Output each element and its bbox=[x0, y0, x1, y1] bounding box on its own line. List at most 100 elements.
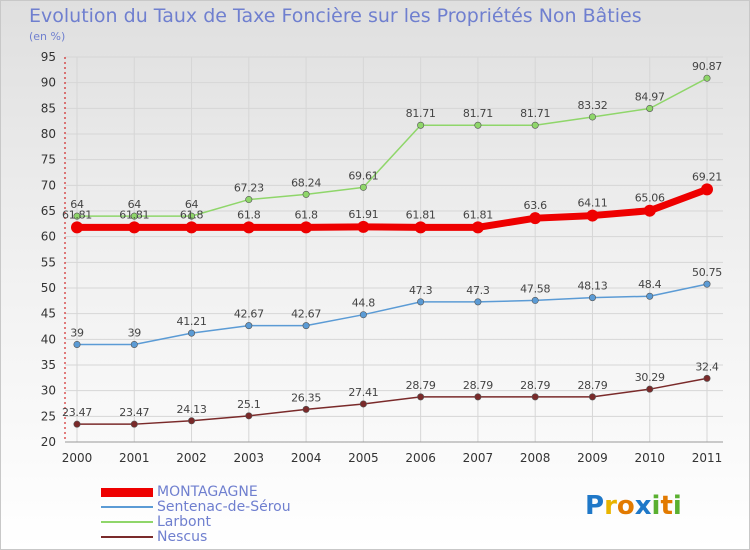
y-tick-label: 80 bbox=[41, 127, 56, 141]
data-label: 27.41 bbox=[348, 386, 378, 399]
proxiti-logo: Proxiti bbox=[585, 491, 682, 521]
legend-swatch bbox=[101, 536, 153, 538]
data-label: 28.79 bbox=[577, 379, 607, 392]
data-label: 69.21 bbox=[692, 170, 722, 183]
data-label: 26.35 bbox=[291, 391, 321, 404]
legend-swatch bbox=[101, 488, 153, 497]
data-label: 50.75 bbox=[692, 266, 722, 279]
data-point bbox=[417, 121, 425, 129]
x-tick-label: 2006 bbox=[405, 451, 436, 465]
data-label: 48.4 bbox=[638, 278, 662, 291]
x-tick-label: 2001 bbox=[119, 451, 150, 465]
data-label: 81.71 bbox=[463, 107, 493, 120]
data-label: 63.6 bbox=[524, 199, 548, 212]
data-point bbox=[73, 212, 81, 220]
data-label: 28.79 bbox=[406, 379, 436, 392]
data-point bbox=[188, 329, 196, 337]
data-point bbox=[188, 417, 196, 425]
data-label: 61.81 bbox=[463, 208, 493, 221]
data-point bbox=[703, 374, 711, 382]
x-tick-label: 2010 bbox=[634, 451, 665, 465]
data-point bbox=[531, 121, 539, 129]
data-point bbox=[417, 393, 425, 401]
data-point bbox=[71, 221, 83, 234]
y-tick-label: 35 bbox=[41, 358, 56, 372]
series-line-sentenac-de-s-rou bbox=[76, 283, 708, 346]
data-point bbox=[471, 221, 484, 234]
data-point bbox=[588, 393, 596, 401]
data-point bbox=[242, 221, 255, 234]
legend-label: MONTAGAGNE bbox=[157, 484, 258, 500]
logo-letter: x bbox=[634, 491, 652, 521]
data-label: 67.23 bbox=[234, 182, 264, 195]
y-tick-label: 70 bbox=[41, 178, 56, 192]
data-point bbox=[474, 121, 482, 129]
data-point bbox=[245, 196, 253, 204]
data-label: 83.32 bbox=[577, 99, 607, 112]
data-label: 44.8 bbox=[352, 297, 376, 310]
x-tick-label: 2011 bbox=[692, 451, 723, 465]
data-point bbox=[474, 298, 482, 306]
data-label: 25.1 bbox=[237, 398, 260, 411]
data-label: 84.97 bbox=[635, 90, 665, 103]
data-point bbox=[646, 104, 654, 112]
logo-letter: i bbox=[651, 491, 661, 521]
x-tick-label: 2000 bbox=[62, 451, 93, 465]
data-point bbox=[130, 340, 138, 348]
chart-title: Evolution du Taux de Taxe Foncière sur l… bbox=[29, 5, 642, 27]
x-tick-label: 2007 bbox=[463, 451, 494, 465]
x-tick-label: 2004 bbox=[291, 451, 322, 465]
x-tick-label: 2009 bbox=[577, 451, 608, 465]
data-point bbox=[646, 385, 654, 393]
data-label: 61.81 bbox=[406, 208, 436, 221]
data-label: 64 bbox=[128, 198, 142, 211]
data-label: 61.81 bbox=[62, 208, 92, 221]
data-point bbox=[417, 298, 425, 306]
y-tick-label: 65 bbox=[41, 204, 56, 218]
logo-letter: t bbox=[660, 491, 673, 521]
data-point bbox=[474, 393, 482, 401]
data-point bbox=[643, 204, 656, 217]
data-point bbox=[359, 311, 367, 319]
data-label: 48.13 bbox=[577, 280, 607, 293]
data-point bbox=[185, 221, 198, 234]
data-point bbox=[703, 280, 711, 288]
legend-label: Larbont bbox=[157, 514, 211, 530]
data-label: 28.79 bbox=[520, 379, 550, 392]
data-label: 64 bbox=[70, 198, 84, 211]
logo-letter: i bbox=[672, 491, 682, 521]
data-point bbox=[128, 221, 141, 234]
data-point bbox=[300, 221, 313, 234]
y-tick-label: 40 bbox=[41, 332, 56, 346]
chart-unit: (en %) bbox=[29, 30, 66, 43]
data-label: 90.87 bbox=[692, 60, 722, 73]
data-label: 47.3 bbox=[409, 284, 433, 297]
data-label: 24.13 bbox=[177, 403, 207, 416]
data-point bbox=[531, 393, 539, 401]
x-tick-label: 2003 bbox=[234, 451, 265, 465]
data-label: 61.8 bbox=[294, 208, 318, 221]
data-label: 61.8 bbox=[180, 208, 204, 221]
data-point bbox=[646, 292, 654, 300]
data-label: 41.21 bbox=[177, 315, 207, 328]
data-label: 42.67 bbox=[291, 308, 321, 321]
y-tick-label: 25 bbox=[41, 409, 56, 423]
data-point bbox=[531, 296, 539, 304]
y-tick-label: 20 bbox=[41, 435, 56, 449]
y-tick-label: 30 bbox=[41, 384, 56, 398]
data-point bbox=[703, 74, 711, 82]
y-tick-label: 45 bbox=[41, 307, 56, 321]
logo-letter: r bbox=[604, 491, 617, 521]
data-point bbox=[73, 420, 81, 428]
data-label: 23.47 bbox=[62, 406, 92, 419]
x-tick-label: 2005 bbox=[348, 451, 379, 465]
data-label: 61.91 bbox=[348, 208, 378, 221]
data-label: 68.24 bbox=[291, 176, 321, 189]
legend-swatch bbox=[101, 506, 153, 508]
logo-letter: o bbox=[616, 491, 635, 521]
data-label: 61.81 bbox=[119, 208, 149, 221]
y-tick-label: 95 bbox=[41, 50, 56, 64]
series-line-montagagne bbox=[73, 185, 711, 231]
data-point bbox=[245, 322, 253, 330]
